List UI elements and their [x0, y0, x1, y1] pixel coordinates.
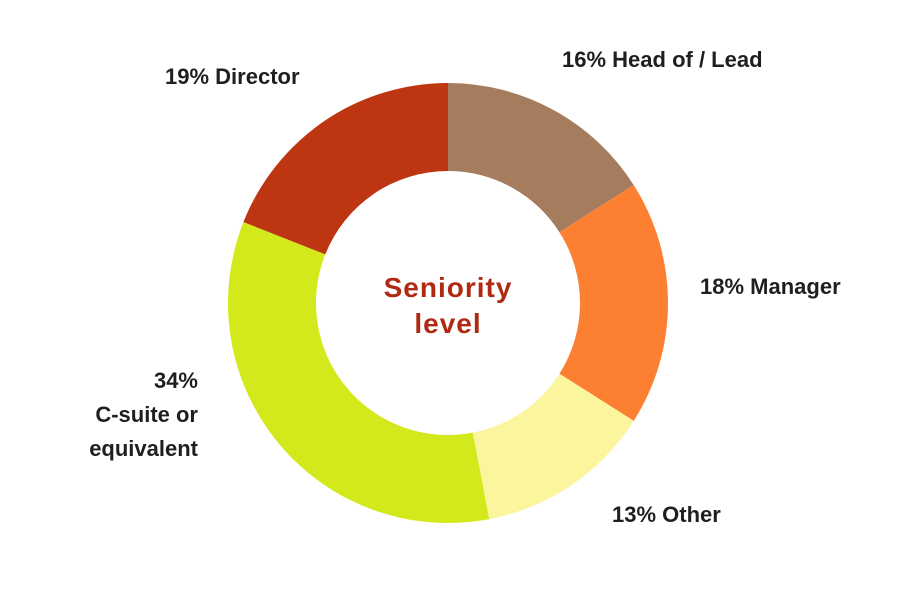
- value-label: 18%: [700, 274, 745, 299]
- slice: [243, 83, 448, 255]
- slice: [559, 185, 668, 421]
- slice-label: 13% Other: [612, 498, 721, 532]
- slice-label: 18% Manager: [700, 270, 841, 304]
- slice-label: 34% C-suite or equivalent: [58, 364, 198, 466]
- category-label: Director: [215, 64, 300, 89]
- category-label: Other: [662, 502, 721, 527]
- value-label: 16%: [562, 47, 607, 72]
- value-label: 19%: [165, 64, 210, 89]
- slice: [472, 373, 634, 520]
- slice: [227, 222, 490, 523]
- category-label: Head of / Lead: [612, 47, 763, 72]
- chart-title: Seniority level: [383, 272, 513, 339]
- slice-label: 19% Director: [165, 60, 300, 94]
- slice-label: 16% Head of / Lead: [562, 43, 763, 77]
- value-label: 13%: [612, 502, 657, 527]
- category-label: Manager: [750, 274, 841, 299]
- category-label: C-suite or equivalent: [89, 402, 198, 461]
- value-label: 34%: [153, 368, 198, 393]
- slice: [448, 83, 634, 233]
